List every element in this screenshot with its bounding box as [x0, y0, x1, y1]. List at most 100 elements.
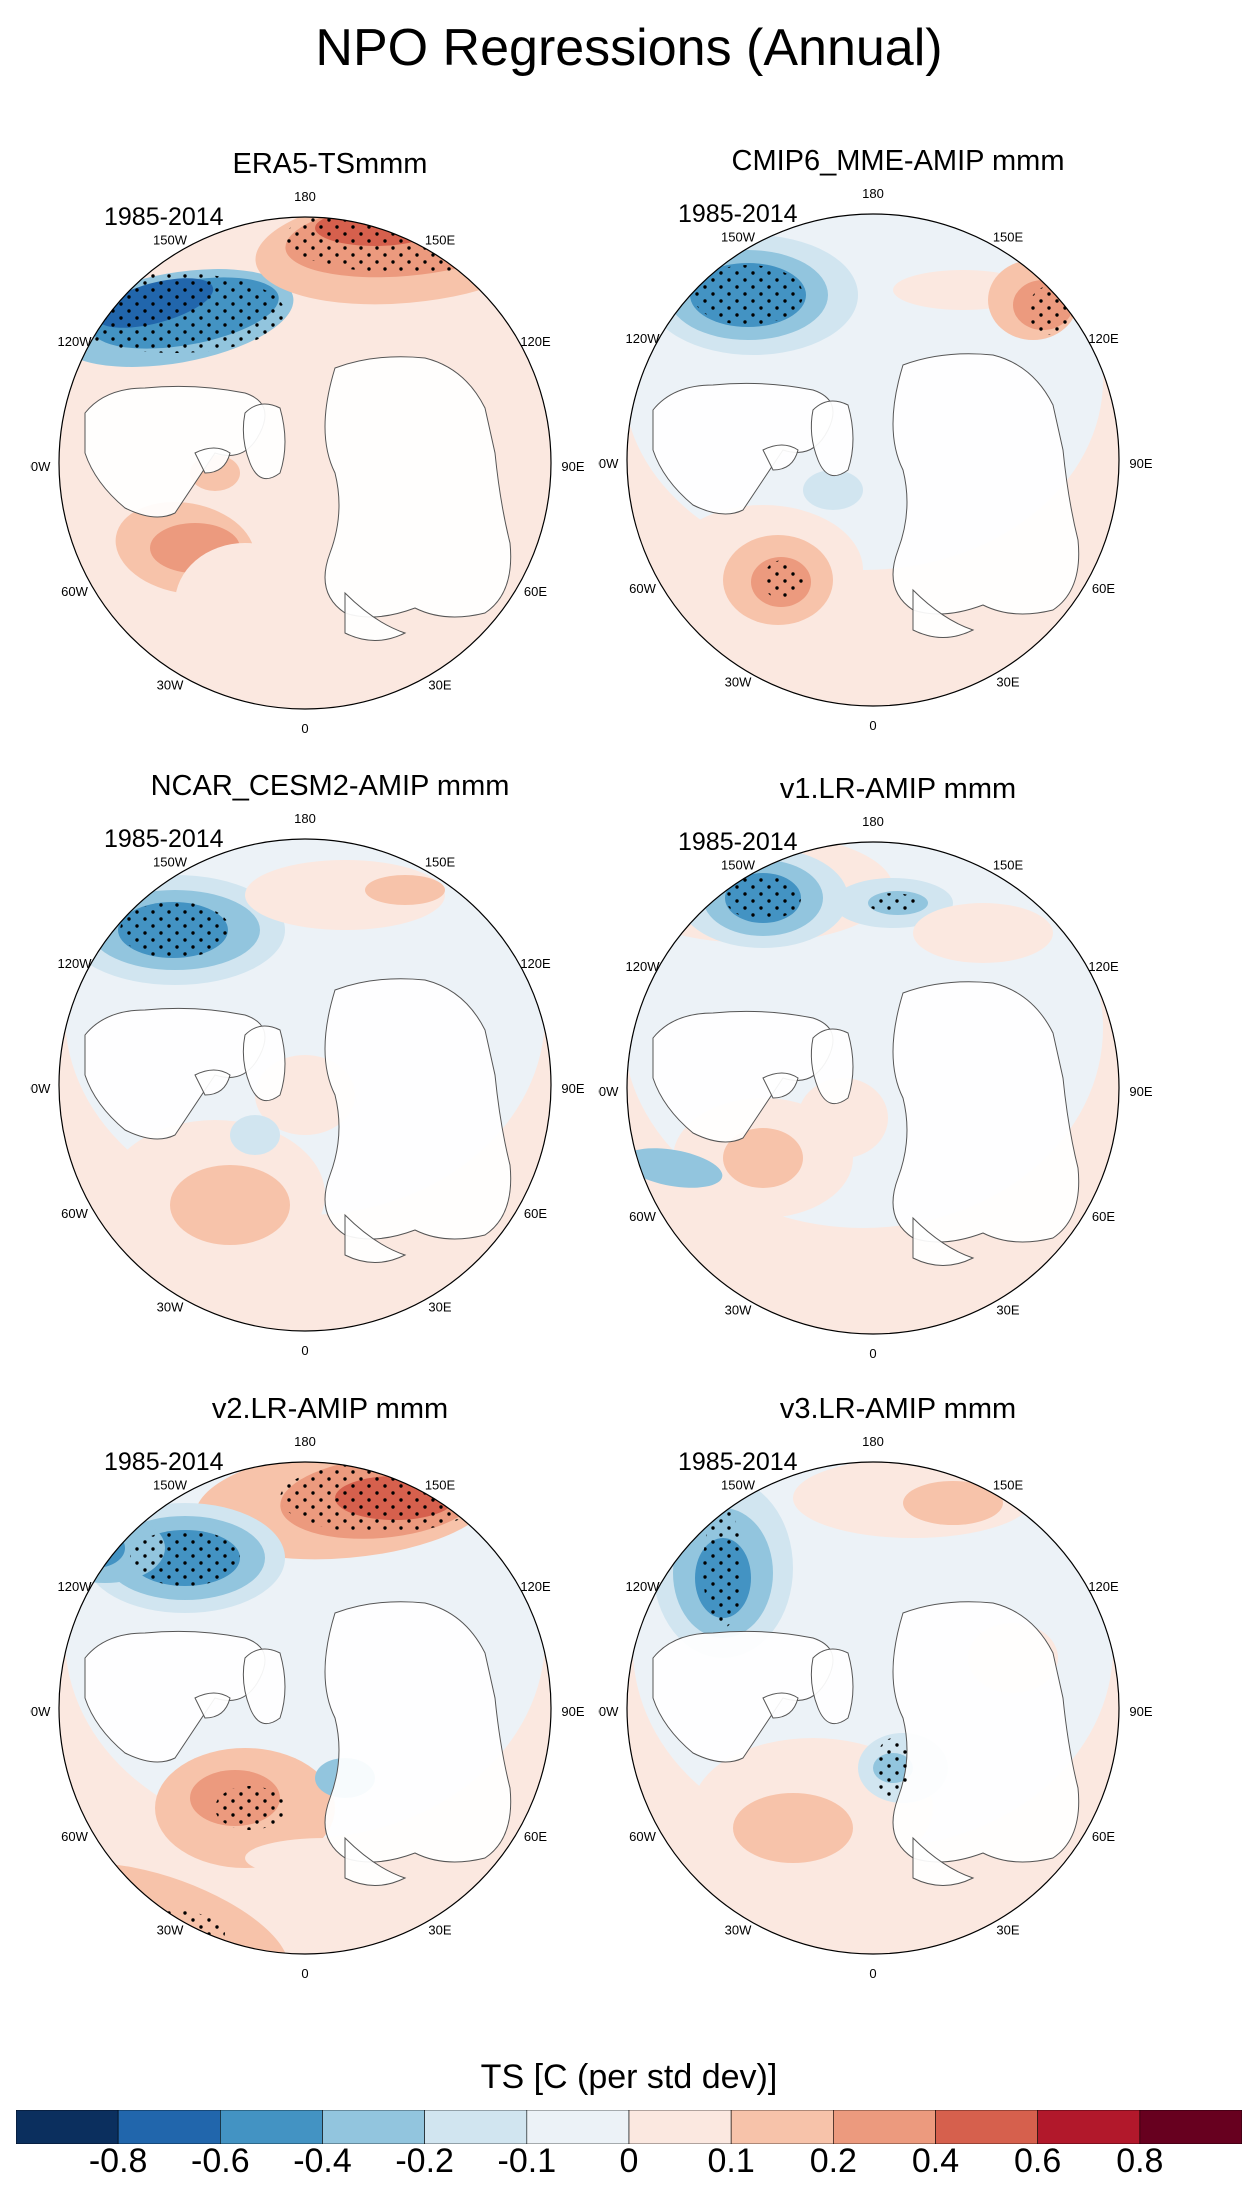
longitude-label: 60W — [629, 1209, 656, 1224]
map-panel-v1: v1.LR-AMIP mmm 1985-2014 180 150E 120E 90E 60E… — [598, 773, 1198, 1393]
anomaly-patch — [803, 470, 863, 510]
land-outline — [810, 1648, 854, 1725]
longitude-label: 120W — [626, 331, 661, 346]
colorbar-tick-label: -0.8 — [88, 2142, 148, 2180]
map-boundary — [626, 213, 1120, 707]
land-outline — [810, 400, 854, 477]
colorbar-tick-label: -0.1 — [497, 2142, 557, 2180]
colorbar-swatch — [526, 2110, 630, 2144]
colorbar-tick-label: 0.4 — [911, 2142, 960, 2180]
colorbar — [16, 2110, 1242, 2144]
colorbar-swatch — [1037, 2110, 1141, 2144]
longitude-label: 0 — [301, 1343, 308, 1358]
map-boundary — [626, 841, 1120, 1335]
longitude-label: 150W — [153, 232, 188, 247]
anomaly-patch — [723, 1128, 803, 1188]
longitude-label: 60W — [61, 1206, 88, 1221]
anomaly-patch — [365, 875, 445, 905]
colorbar-title: TS [C (per std dev)] — [480, 2058, 778, 2096]
colorbar-swatch — [220, 2110, 323, 2144]
figure-title: NPO Regressions (Annual) — [315, 19, 943, 77]
longitude-label: 90E — [561, 459, 584, 474]
longitude-label: 30W — [157, 1300, 184, 1315]
longitude-label: 120W — [626, 1579, 661, 1594]
colorbar-tick-label: 0.1 — [707, 2142, 755, 2180]
longitude-label: 150E — [993, 857, 1024, 872]
longitude-label: 90E — [1129, 1704, 1152, 1719]
longitude-label: 180 — [862, 186, 884, 201]
panel-period: 1985-2014 — [104, 203, 224, 231]
longitude-label: 150E — [425, 232, 456, 247]
longitude-label: 90E — [1129, 456, 1152, 471]
land-outline — [84, 1630, 266, 1763]
longitude-label: 30E — [996, 675, 1019, 690]
longitude-label: 30W — [725, 1923, 752, 1938]
significance-stipple — [868, 893, 918, 913]
land-outline — [652, 1010, 834, 1143]
longitude-label: 90W — [30, 459, 51, 474]
land-outline — [912, 1216, 975, 1266]
panel-title: v3.LR-AMIP mmm — [779, 1393, 1017, 1425]
longitude-label: 120E — [1088, 1579, 1119, 1594]
longitude-label: 150E — [425, 854, 456, 869]
polar-map: 180 150E 120E 90E 60E 30E 0 30W 60W 90W 120W 150W — [598, 814, 1153, 1361]
longitude-label: 60E — [524, 584, 547, 599]
longitude-label: 150E — [425, 1477, 456, 1492]
panel-period: 1985-2014 — [678, 1448, 798, 1476]
longitude-label: 180 — [294, 189, 316, 204]
longitude-label: 30W — [157, 1923, 184, 1938]
significance-stipple — [65, 273, 285, 353]
significance-stipple — [763, 560, 803, 600]
significance-stipple — [703, 1508, 743, 1628]
colorbar-tick-label: 0 — [619, 2142, 639, 2180]
significance-stipple — [725, 876, 801, 920]
significance-stipple — [215, 1786, 285, 1830]
land-outline — [242, 403, 286, 480]
longitude-label: 120W — [626, 959, 661, 974]
polar-map: 180 150E 120E 90E 60E 30E 0 30W 60W 90W 120W 150W — [30, 1434, 585, 1981]
polar-map: 180 150E 120E 90E 60E 30E 0 30W 60W 90W 120W 150W — [598, 1434, 1153, 1981]
panel-title: v1.LR-AMIP mmm — [779, 773, 1017, 805]
land-outline — [912, 1836, 975, 1886]
colorbar-swatch — [935, 2110, 1038, 2144]
longitude-label: 150W — [153, 854, 188, 869]
anomaly-patch — [733, 1793, 853, 1863]
polar-map: 180 150E 120E 90E 60E 30E 0 30W 60W 90W 120W 150W — [30, 189, 585, 736]
longitude-label: 150W — [721, 229, 756, 244]
land-outline — [84, 385, 266, 518]
longitude-label: 90W — [598, 1704, 619, 1719]
panel-title: ERA5-TSmmm — [232, 148, 428, 180]
anomaly-patch — [65, 1528, 125, 1568]
longitude-label: 60E — [524, 1829, 547, 1844]
longitude-label: 150E — [993, 1477, 1024, 1492]
anomaly-patch — [627, 1148, 723, 1188]
longitude-label: 60E — [1092, 1829, 1115, 1844]
anomaly-patch — [913, 903, 1053, 963]
land-outline — [194, 1069, 231, 1096]
land-outline — [324, 356, 512, 618]
land-outline — [344, 1836, 407, 1886]
longitude-label: 30E — [428, 1300, 451, 1315]
significance-stipple — [105, 1290, 155, 1320]
land-outline — [892, 981, 1080, 1243]
land-outline — [344, 1213, 407, 1263]
land-outline — [912, 588, 975, 638]
map-boundary — [626, 1461, 1120, 1955]
land-outline — [892, 353, 1080, 615]
longitude-label: 60W — [629, 581, 656, 596]
significance-stipple — [693, 265, 803, 325]
land-outline — [810, 1028, 854, 1105]
land-outline — [84, 1007, 266, 1140]
map-panel-v2: v2.LR-AMIP mmm 1985-2014 180 150E 120E 90E 60E… — [30, 1393, 630, 2013]
colorbar-tick-label: 0.2 — [809, 2142, 857, 2180]
anomaly-patch — [175, 543, 315, 663]
longitude-label: 60E — [1092, 581, 1115, 596]
longitude-label: 0 — [301, 1966, 308, 1981]
map-panel-era5: ERA5-TSmmm 1985-2014 180 150E 120E 90E 60E 30E 0… — [30, 148, 630, 768]
longitude-label: 0 — [869, 1346, 876, 1361]
land-outline — [762, 444, 799, 471]
longitude-label: 60E — [1092, 1209, 1115, 1224]
longitude-label: 30E — [996, 1923, 1019, 1938]
anomaly-patch — [798, 1078, 888, 1158]
map-boundary — [58, 838, 552, 1332]
